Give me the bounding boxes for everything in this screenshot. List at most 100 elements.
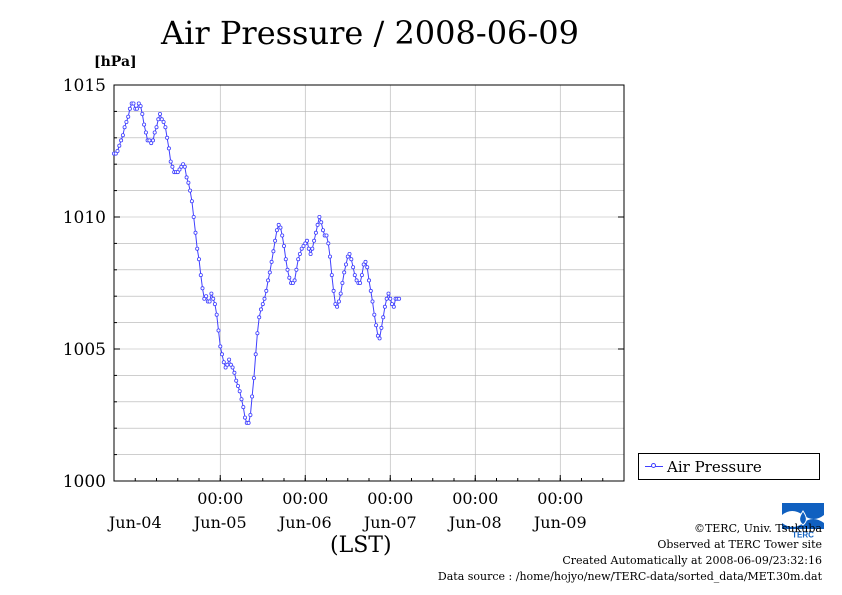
data-point <box>266 278 271 283</box>
data-point <box>214 312 219 317</box>
data-point <box>218 344 223 349</box>
data-point <box>191 214 196 219</box>
data-point <box>358 280 363 285</box>
data-point <box>389 302 394 307</box>
data-point <box>359 273 364 278</box>
data-point <box>333 302 338 307</box>
logo-text: TERC <box>792 531 814 540</box>
x-tick-date-label: Jun-09 <box>532 513 587 532</box>
data-point <box>285 267 290 272</box>
data-point <box>134 106 139 111</box>
data-point <box>343 262 348 267</box>
data-point <box>195 246 200 251</box>
y-tick-label: 1010 <box>63 208 106 228</box>
data-point <box>138 104 143 109</box>
data-point <box>204 294 209 299</box>
data-point <box>156 117 161 122</box>
data-point <box>381 315 386 320</box>
data-point <box>264 288 269 293</box>
data-point <box>280 233 285 238</box>
data-point <box>246 420 251 425</box>
data-point <box>241 405 246 410</box>
data-point <box>297 251 302 256</box>
data-point <box>351 265 356 270</box>
x-tick-time-label: 00:00 <box>452 489 498 508</box>
data-point <box>159 117 164 122</box>
data-point <box>299 246 304 251</box>
terc-logo: TERC <box>782 503 824 539</box>
y-axis-unit-label: [hPa] <box>94 54 137 70</box>
series-line-air-pressure <box>114 102 400 424</box>
data-point <box>168 159 173 164</box>
data-point <box>196 257 201 262</box>
data-point <box>331 288 336 293</box>
data-point <box>262 296 267 301</box>
credit-source: Data source : /home/hojyo/new/TERC-data/… <box>437 570 822 583</box>
data-point <box>232 370 237 375</box>
data-point <box>250 394 255 399</box>
data-point <box>147 138 152 143</box>
credit-created: Created Automatically at 2008-06-09/23:3… <box>562 554 822 567</box>
x-tick-date-label: Jun-04 <box>107 513 162 532</box>
data-point <box>310 246 315 251</box>
data-point <box>136 101 141 106</box>
data-point <box>257 315 262 320</box>
data-point <box>319 220 324 225</box>
data-point <box>382 304 387 309</box>
data-point <box>119 138 124 143</box>
data-point <box>209 291 214 296</box>
data-point <box>397 296 402 301</box>
data-point <box>253 352 258 357</box>
data-point <box>228 362 233 367</box>
data-point <box>370 299 375 304</box>
data-point <box>251 375 256 380</box>
y-axis-ticks: 1000 1005 1010 1015 <box>63 76 624 492</box>
x-axis-label: (LST) <box>330 533 392 558</box>
x-axis-ticks: 00:00 00:00 00:00 00:00 00:00 Jun-04 Jun-05 Jun… <box>107 475 625 532</box>
legend-marker <box>651 463 656 468</box>
data-point <box>186 180 191 185</box>
data-point <box>349 257 354 262</box>
data-point <box>258 307 263 312</box>
data-point <box>273 238 278 243</box>
data-point <box>335 304 340 309</box>
data-point <box>126 114 131 119</box>
data-point <box>384 296 389 301</box>
data-point <box>163 125 168 130</box>
data-point <box>326 241 331 246</box>
data-point <box>301 243 306 248</box>
x-tick-time-label: 00:00 <box>367 489 413 508</box>
data-point <box>363 259 368 264</box>
data-point <box>152 130 157 135</box>
grid-lines <box>114 85 624 481</box>
data-point <box>374 323 379 328</box>
data-point <box>248 412 253 417</box>
data-point <box>312 238 317 243</box>
data-point <box>274 228 279 233</box>
data-point <box>255 331 260 336</box>
data-point <box>278 225 283 230</box>
data-point <box>391 304 396 309</box>
data-point <box>161 120 166 125</box>
x-tick-date-label: Jun-08 <box>447 513 502 532</box>
data-point <box>366 278 371 283</box>
data-point <box>242 415 247 420</box>
data-point <box>379 325 384 330</box>
data-point <box>221 360 226 365</box>
data-point <box>115 148 120 153</box>
data-point <box>327 254 332 259</box>
data-point <box>150 138 155 143</box>
data-point <box>170 164 175 169</box>
data-point <box>188 188 193 193</box>
data-point <box>281 243 286 248</box>
data-point <box>140 112 145 117</box>
data-point <box>216 328 221 333</box>
data-point <box>157 112 162 117</box>
x-tick-time-label: 00:00 <box>282 489 328 508</box>
chart-title: Air Pressure / 2008-06-09 <box>161 14 579 52</box>
data-point <box>117 143 122 148</box>
data-point <box>219 352 224 357</box>
data-point <box>347 251 352 256</box>
x-tick-time-label: 00:00 <box>197 489 243 508</box>
